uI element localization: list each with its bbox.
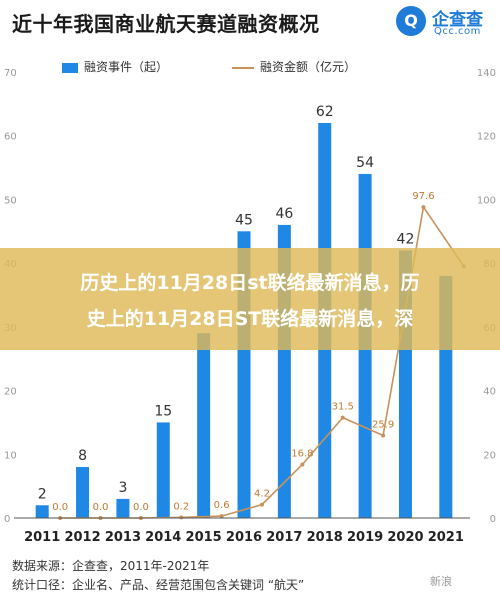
data-source: 数据来源：企查查，2011年-2021年 [12,559,210,573]
bar-value-label: 15 [154,403,172,419]
y-left-tick-label: 60 [4,132,17,143]
line-value-label: 0.0 [52,502,68,513]
y-left-tick-label: 70 [4,68,17,79]
amount-point-2017 [300,462,305,467]
line-value-label: 25.9 [372,419,394,430]
watermark: 新浪 [430,575,452,588]
y-left-tick-label: 0 [4,514,10,525]
legend-line-label: 融资金额（亿元） [260,60,357,74]
y-right-tick-label: 40 [483,387,496,398]
bar-2014 [156,422,170,518]
banner-line-1: 历史上的11月28日st联络最新消息，历 [80,272,420,294]
amount-point-2018 [340,415,345,420]
bar-value-label: 46 [275,206,293,222]
line-value-label: 31.5 [332,402,354,413]
line-value-label: 16.8 [291,448,313,459]
bar-2015 [197,333,211,518]
line-value-label: 4.2 [254,489,270,500]
x-tick-label: 2021 [428,530,464,545]
line-value-label: 0.0 [93,502,109,513]
y-left-tick-label: 20 [4,387,17,398]
bar-value-label: 42 [397,231,415,247]
brand-logo: Q 企查查 Qcc.com [396,4,496,40]
legend-bar-label: 融资事件（起） [84,60,169,74]
bar-value-label: 2 [38,486,47,502]
line-value-label: 97.6 [412,191,434,202]
bar-value-label: 8 [78,448,87,464]
legend-bar-item: 融资事件（起） [62,58,168,75]
x-tick-label: 2013 [105,530,141,545]
bar-value-label: 62 [316,104,334,120]
legend-bar-swatch [62,62,78,73]
amount-point-2020 [421,205,426,210]
x-tick-label: 2019 [347,530,383,545]
amount-point-2014 [179,515,184,520]
bar-value-label: 45 [235,212,253,228]
line-value-label: 0.0 [133,502,149,513]
x-tick-label: 2017 [266,530,302,545]
x-tick-label: 2015 [186,530,222,545]
banner-line-2: 史上的11月28日ST联络最新消息，深 [86,308,414,330]
bar-value-label: 54 [356,155,374,171]
y-left-tick-label: 10 [4,450,17,461]
legend-line-swatch [232,66,254,69]
y-left-tick-label: 50 [4,195,17,206]
line-value-label: 0.2 [173,501,189,512]
legend-line-item: 融资金额（亿元） [232,58,356,75]
amount-point-2015 [219,514,224,519]
bar-2013 [116,498,130,518]
x-tick-label: 2012 [64,530,100,545]
logo-subtitle: Qcc.com [434,26,481,37]
bar-2012 [76,467,90,518]
amount-point-2016 [260,502,264,507]
x-tick-label: 2020 [387,530,423,545]
bar-2011 [35,505,49,518]
y-right-tick-label: 140 [477,68,496,79]
line-value-label: 0.6 [214,500,230,511]
y-right-tick-label: 100 [477,195,496,206]
bar-value-label: 3 [118,480,127,496]
y-right-tick-label: 0 [490,514,496,525]
logo-name: 企查查 [432,10,483,30]
x-tick-label: 2014 [145,530,181,545]
x-tick-label: 2018 [307,530,343,545]
x-tick-label: 2011 [24,530,60,545]
logo-mark-icon: Q [396,6,426,36]
page-title: 近十年我国商业航天赛道融资概况 [12,12,320,36]
amount-point-2019 [381,433,386,438]
statistics-note: 统计口径：企业名、产品、经营范围包含关键词 “航天” [12,578,305,592]
x-tick-label: 2016 [226,530,262,545]
y-right-tick-label: 20 [483,450,496,461]
article-banner: 历史上的11月28日st联络最新消息，历 史上的11月28日ST联络最新消息，深 [0,248,500,350]
y-right-tick-label: 120 [477,132,496,143]
